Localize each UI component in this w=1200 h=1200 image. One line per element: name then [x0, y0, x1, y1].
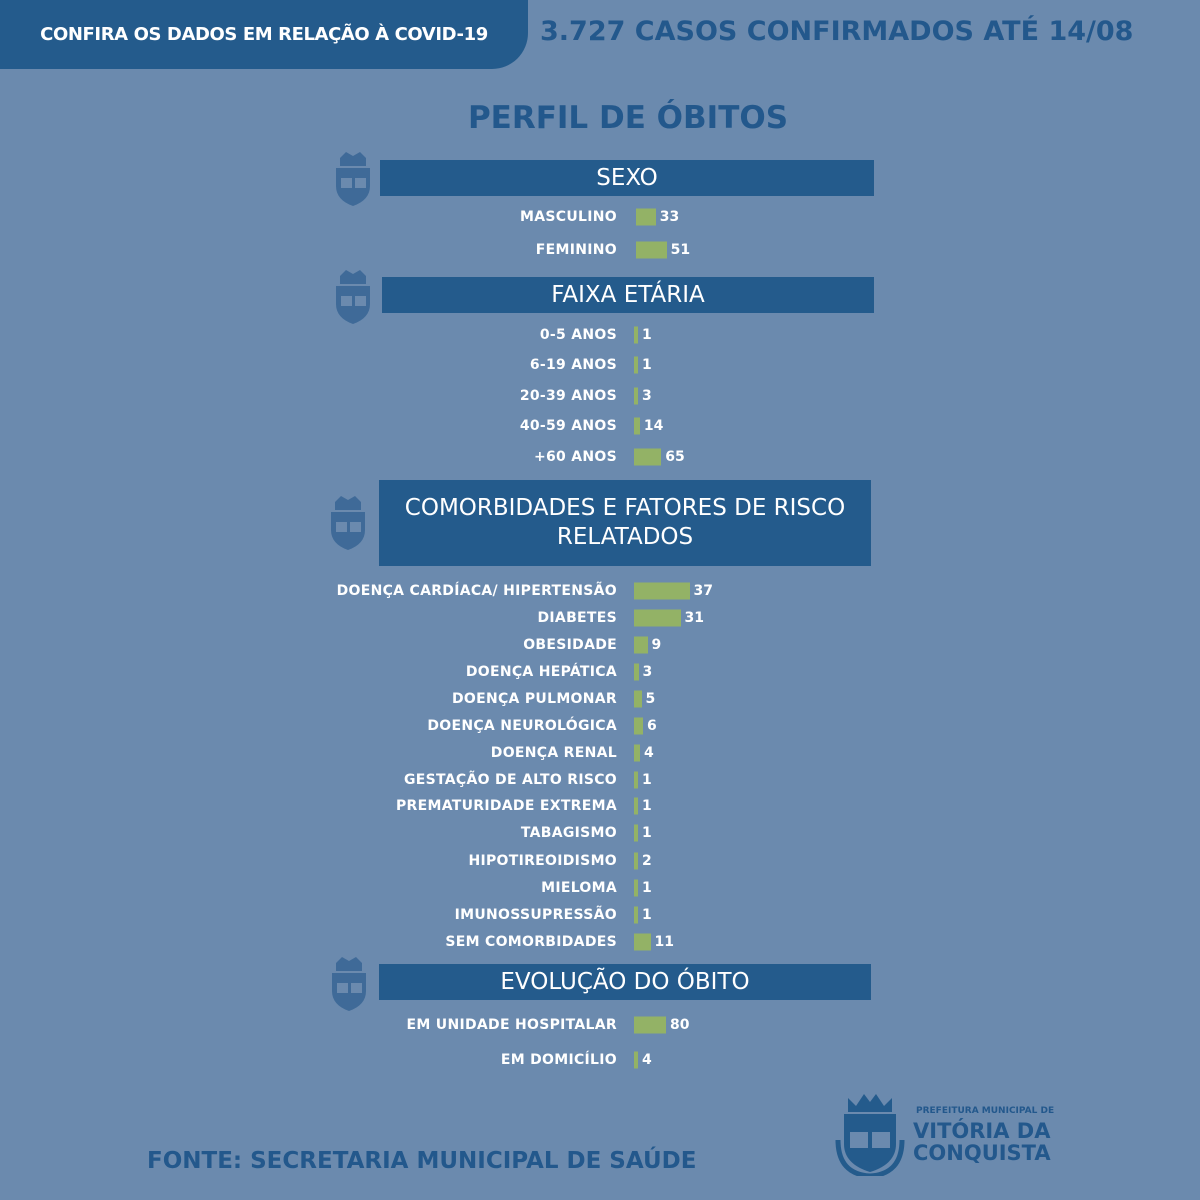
data-label: 11	[654, 934, 674, 950]
source-note: FONTE: SECRETARIA MUNICIPAL DE SAÚDE	[147, 1148, 697, 1174]
category-label: +60 ANOS	[533, 449, 617, 465]
bar	[634, 852, 638, 870]
data-label: 5	[645, 691, 656, 707]
section-header: EVOLUÇÃO DO ÓBITO	[379, 964, 871, 1000]
bar	[634, 1051, 638, 1069]
category-label: EM DOMICÍLIO	[500, 1052, 617, 1068]
coat-of-arms-icon	[336, 152, 370, 206]
section-header: FAIXA ETÁRIA	[382, 277, 874, 313]
data-label: 2	[642, 853, 652, 869]
bar	[634, 824, 638, 842]
data-label: 14	[643, 418, 664, 434]
bar	[634, 933, 651, 951]
coat-of-arms-icon	[332, 957, 366, 1011]
category-label: HIPOTIREOIDISMO	[468, 853, 617, 869]
bar	[634, 356, 638, 374]
data-label: 1	[642, 825, 652, 841]
data-label: 1	[642, 907, 652, 923]
category-label: DOENÇA PULMONAR	[451, 691, 617, 707]
category-label: DOENÇA HEPÁTICA	[465, 664, 617, 680]
bar	[634, 879, 638, 897]
bar	[634, 663, 639, 681]
data-label: 1	[642, 798, 652, 814]
category-label: MIELOMA	[541, 880, 617, 896]
bar	[634, 609, 681, 627]
data-label: 1	[642, 772, 652, 788]
coat-of-arms-icon	[336, 270, 370, 324]
bar	[634, 771, 638, 789]
data-label: 4	[642, 1052, 652, 1068]
category-label: DIABETES	[537, 610, 617, 626]
category-label: EM UNIDADE HOSPITALAR	[406, 1017, 617, 1033]
data-label: 1	[642, 357, 652, 373]
logo-text-line1: PREFEITURA MUNICIPAL DE	[916, 1106, 1055, 1116]
data-label: 4	[644, 745, 654, 761]
data-label: 6	[647, 718, 657, 734]
data-label: 1	[642, 880, 652, 896]
category-label: DOENÇA NEUROLÓGICA	[427, 718, 617, 734]
bar	[634, 744, 640, 762]
data-label: 31	[684, 610, 704, 626]
category-label: OBESIDADE	[523, 637, 617, 653]
category-label: 20-39 ANOS	[519, 388, 617, 404]
category-label: 40-59 ANOS	[519, 418, 617, 434]
bar	[634, 582, 690, 600]
logo-text-line3: CONQUISTA	[913, 1141, 1051, 1165]
data-label: 51	[670, 242, 691, 258]
confirmed-cases: 3.727 CASOS CONFIRMADOS ATÉ 14/08	[540, 16, 1134, 47]
category-label: SEM COMORBIDADES	[445, 934, 617, 950]
bar	[634, 690, 642, 708]
category-label: IMUNOSSUPRESSÃO	[454, 907, 617, 923]
data-label: 3	[642, 388, 652, 404]
data-label: 37	[693, 583, 713, 599]
bar	[634, 326, 638, 344]
bar	[634, 1016, 666, 1034]
data-label: 1	[642, 327, 652, 343]
data-label: 9	[651, 637, 662, 653]
category-label: 0-5 ANOS	[539, 327, 617, 343]
header-tab: CONFIRA OS DADOS EM RELAÇÃO À COVID-19	[0, 0, 528, 69]
data-label: 80	[670, 1017, 690, 1033]
data-label: 3	[642, 664, 653, 680]
coat-of-arms-icon	[331, 496, 365, 550]
category-label: PREMATURIDADE EXTREMA	[395, 798, 617, 814]
bar	[634, 636, 648, 654]
category-label: GESTAÇÃO DE ALTO RISCO	[404, 772, 617, 788]
bar	[634, 448, 662, 466]
category-label: DOENÇA CARDÍACA/ HIPERTENSÃO	[336, 583, 617, 599]
logo-text-line2: VITÓRIA DA	[913, 1119, 1051, 1143]
bar	[634, 717, 643, 735]
bar	[634, 417, 640, 435]
bar	[636, 208, 656, 226]
bar	[636, 241, 667, 259]
section-header: COMORBIDADES E FATORES DE RISCO RELATADO…	[379, 480, 871, 566]
section-header: SEXO	[380, 160, 874, 196]
data-label: 65	[665, 449, 685, 465]
data-label: 33	[659, 209, 680, 225]
bar	[634, 387, 638, 405]
page-title: PERFIL DE ÓBITOS	[467, 100, 789, 136]
bar	[634, 797, 638, 815]
category-label: DOENÇA RENAL	[490, 745, 617, 761]
category-label: 6-19 ANOS	[529, 357, 617, 373]
logo-text: VITÓRIA DA CONQUISTA	[913, 1120, 1051, 1164]
category-label: MASCULINO	[520, 209, 617, 225]
category-label: TABAGISMO	[520, 825, 617, 841]
coat-of-arms-icon	[835, 1094, 905, 1176]
bar	[634, 906, 638, 924]
category-label: FEMININO	[535, 242, 617, 258]
